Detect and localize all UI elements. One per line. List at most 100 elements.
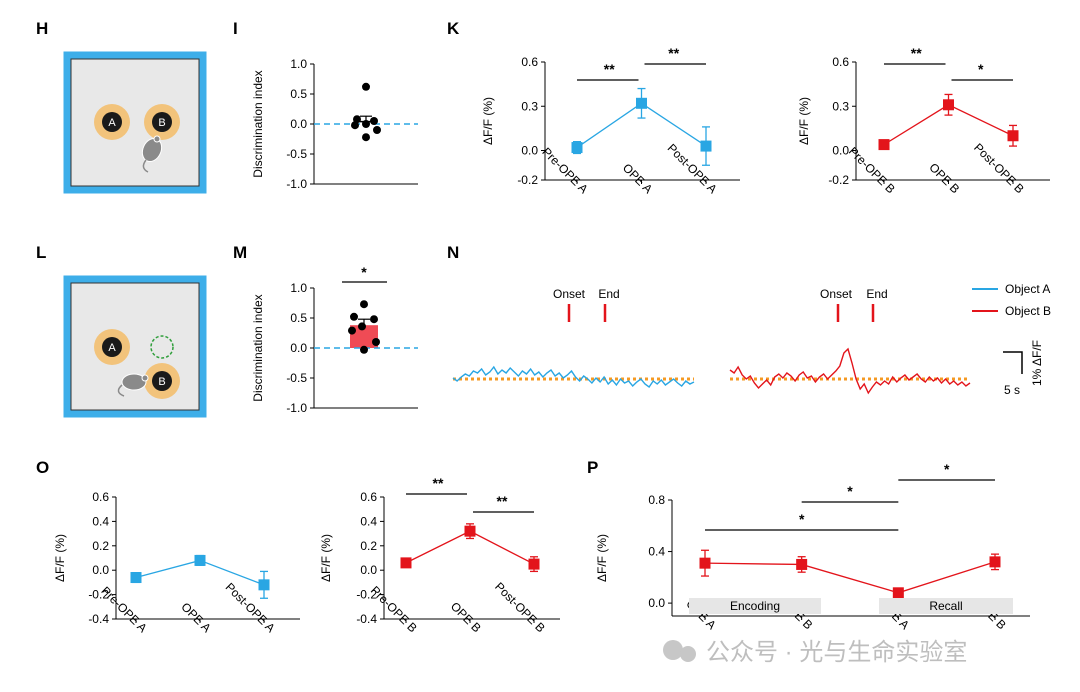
scale-bar-x-label: 5 s <box>1004 383 1020 397</box>
significance-label: ** <box>604 61 615 77</box>
object-a-label: A <box>108 342 116 354</box>
data-point <box>571 142 583 154</box>
y-axis-label: ΔF/F (%) <box>319 534 333 582</box>
chart-k-a: 0.6 0.3 0.0 -0.2 ΔF/F (%) Pre-OPE A OPE A Post-… <box>481 45 740 196</box>
y-tick-label: -0.4 <box>356 612 377 626</box>
watermark: 公众号 · 光与生命实验室 <box>663 639 967 666</box>
arena-H: A B <box>63 51 207 194</box>
phase-band <box>879 598 1013 614</box>
x-tick-label: Pre-OPE A <box>539 145 590 196</box>
y-tick-label: -0.2 <box>356 588 377 602</box>
data-point <box>1007 130 1019 142</box>
wechat-icon <box>663 640 683 660</box>
y-tick-label: 1.0 <box>290 281 307 295</box>
data-point <box>350 312 358 321</box>
data-point <box>878 139 890 151</box>
y-axis-label: ΔF/F (%) <box>53 534 67 582</box>
x-tick-label: Post-OPE A <box>665 141 720 196</box>
onset-label-b: Onset <box>820 287 853 301</box>
significance-label: * <box>361 264 367 280</box>
x-tick-label: OPE A <box>178 600 213 635</box>
chart-k-b: 0.6 0.3 0.0 -0.2 ΔF/F (%) Pre-OPE B OPE B Post-… <box>797 45 1050 196</box>
object-a-core <box>102 112 122 132</box>
y-tick-label: 0.6 <box>92 490 109 504</box>
phase-band <box>689 598 821 614</box>
end-label-b: End <box>866 287 887 301</box>
y-tick-label: 0.0 <box>290 341 307 355</box>
data-point <box>989 556 1001 568</box>
arena-L-box <box>63 275 207 418</box>
data-point <box>699 557 711 569</box>
mouse-icon <box>117 373 149 397</box>
data-point <box>358 322 366 331</box>
watermark-text: 公众号 · 光与生命实验室 <box>706 639 967 666</box>
chart-m: 1.0 0.5 0.0 -0.5 -1.0 Discrimination index * <box>251 264 418 415</box>
y-tick-label: 0.5 <box>290 87 307 101</box>
x-tick-label: OPE B <box>926 160 962 196</box>
onset-label-a: Onset <box>553 287 586 301</box>
data-point <box>362 133 370 142</box>
trace-object-b <box>729 347 971 395</box>
bar <box>350 325 378 348</box>
panel-letter-H: H <box>36 19 48 38</box>
y-tick-label: 0.4 <box>92 514 109 528</box>
panel-letter-P: P <box>587 458 598 477</box>
y-tick-label: 0.0 <box>521 144 538 158</box>
data-point <box>130 572 142 584</box>
object-a-core <box>102 337 122 357</box>
panel-letter-K: K <box>447 19 460 38</box>
y-tick-label: -0.4 <box>88 612 109 626</box>
data-point <box>528 558 540 570</box>
data-point <box>360 345 368 354</box>
chart-o-b: 0.6 0.4 0.2 0.0 -0.2 -0.4 ΔF/F (%) Pre-OPE B OPE… <box>319 475 560 635</box>
arena-L-inner-wall <box>70 282 200 411</box>
data-point <box>943 99 954 111</box>
x-tick-label: Post-OPE B <box>492 579 548 635</box>
y-tick-label: 0.8 <box>648 493 665 507</box>
significance-label: * <box>944 461 950 477</box>
y-tick-label: 0.0 <box>360 563 377 577</box>
significance-label: ** <box>668 45 679 61</box>
significance-label: ** <box>911 45 922 61</box>
y-axis-label: ΔF/F (%) <box>595 534 609 582</box>
y-tick-label: -1.0 <box>286 401 307 415</box>
data-point <box>370 315 378 324</box>
y-tick-label: -0.2 <box>517 173 538 187</box>
end-label-a: End <box>598 287 619 301</box>
data-point <box>362 82 370 91</box>
panel-N-traces: Onset End Onset End Object A Object B 5 … <box>452 282 1051 397</box>
y-axis-label: ΔF/F (%) <box>797 97 811 145</box>
x-tick-label: Post-OPE B <box>971 140 1027 196</box>
data-point <box>372 338 380 346</box>
data-point <box>464 525 476 537</box>
y-tick-label: 0.2 <box>360 539 377 553</box>
data-point <box>700 140 712 152</box>
data-point <box>373 126 381 134</box>
object-a-label: A <box>108 117 116 129</box>
panel-letter-N: N <box>447 243 459 262</box>
x-tick-label: Pre-OPE B <box>368 583 420 635</box>
y-axis-label: ΔF/F (%) <box>481 97 495 145</box>
object-b-core <box>152 371 172 391</box>
y-tick-label: 0.4 <box>360 514 377 528</box>
scale-bar <box>1003 351 1023 374</box>
data-point <box>796 558 808 570</box>
y-axis-label: Discrimination index <box>251 70 265 177</box>
data-point <box>400 557 412 569</box>
object-b-core <box>152 112 172 132</box>
y-tick-label: -0.2 <box>828 173 849 187</box>
significance-label: * <box>799 511 805 527</box>
series-line <box>704 561 996 594</box>
significance-label: ** <box>497 493 508 509</box>
arena-L: A B <box>63 275 207 418</box>
chart-p: 0.80.40.0ΔF/F (%)OPE A OPE B OPE A OPE BEnc… <box>595 461 1030 632</box>
object-b-label: B <box>158 376 165 388</box>
arena-H-box <box>63 51 207 194</box>
y-tick-label: 1.0 <box>290 57 307 71</box>
y-tick-label: 0.6 <box>832 55 849 69</box>
y-tick-label: -0.2 <box>88 588 109 602</box>
data-point <box>892 587 904 599</box>
y-tick-label: 0.0 <box>832 144 849 158</box>
moved-object-placeholder <box>150 335 174 359</box>
y-tick-label: 0.4 <box>648 545 665 559</box>
